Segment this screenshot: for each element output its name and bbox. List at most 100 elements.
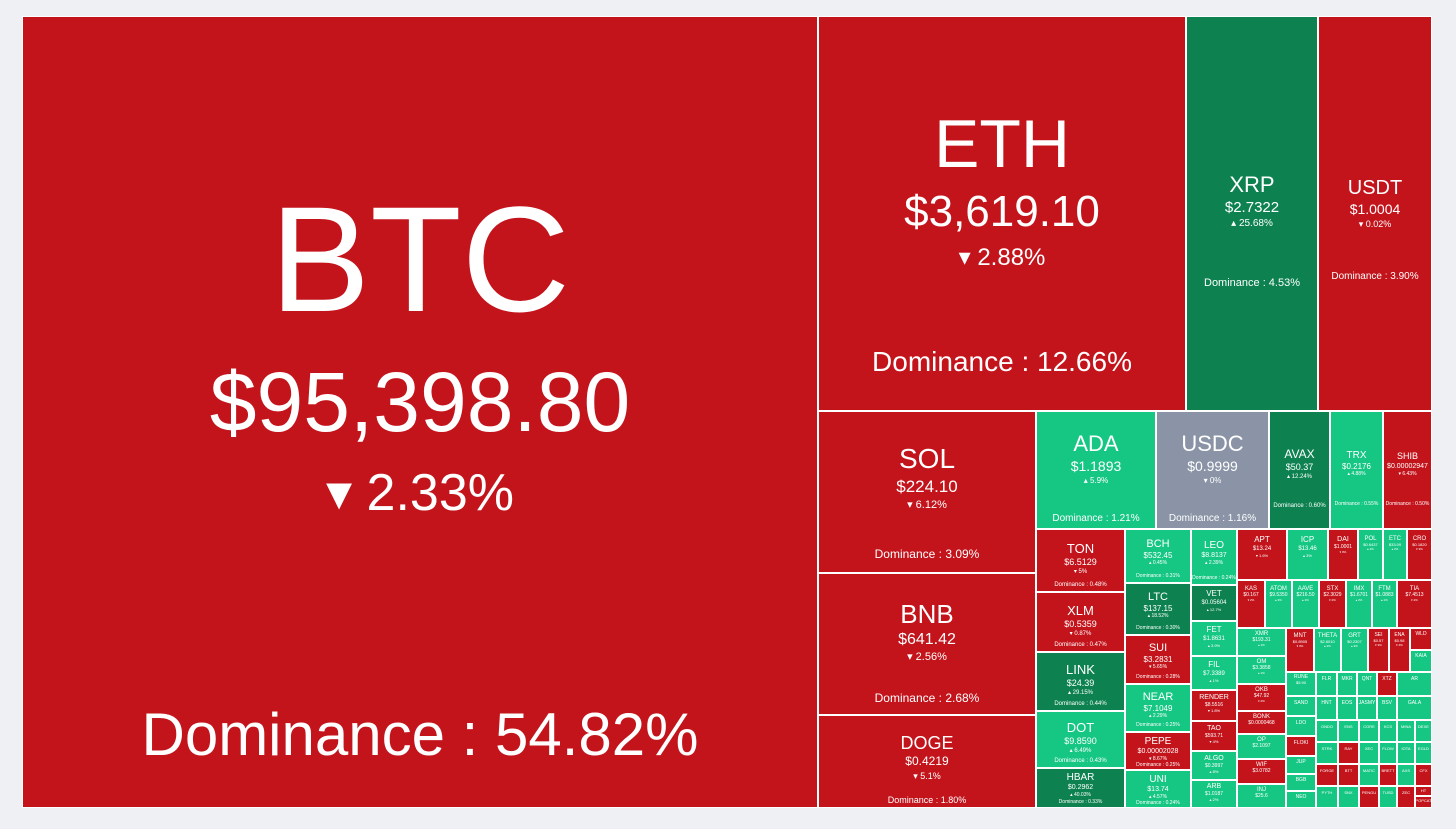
tile-ldo[interactable]: LDO$1.95▴ 1% <box>1286 716 1316 736</box>
tile-hbar[interactable]: HBAR $0.2962 ▴ 40.03% Dominance : 0.33% <box>1036 768 1125 808</box>
tile-matic[interactable]: MATIC$0.62▴ 2% <box>1359 764 1379 786</box>
tile-inj[interactable]: INJ$25.6▴ 2% <box>1237 784 1286 808</box>
tile-axs[interactable]: AXS$7.55▴ 1% <box>1397 764 1415 786</box>
tile-om[interactable]: OM $3.3858 ▴ 1% <box>1237 656 1286 684</box>
tile-bonk[interactable]: BONK$0.0000468▾ 3% <box>1237 711 1286 734</box>
tile-brett[interactable]: BRETT$0.18▾ 2% <box>1379 764 1397 786</box>
tile-grt[interactable]: GRT $0.2307 ▴ 3% <box>1341 628 1368 672</box>
tile-cfx[interactable]: CFX$0.18▾ 2% <box>1415 764 1432 786</box>
tile-okb[interactable]: OKB $47.92 ▾ 2% <box>1237 684 1286 711</box>
tile-jup[interactable]: JUP$1.06▴ 1% <box>1286 756 1316 774</box>
tile-trx[interactable]: TRX $0.2176 ▴ 4.88% Dominance : 0.55% <box>1330 411 1383 529</box>
tile-ftm[interactable]: FTM $1.0883 ▴ 1% <box>1372 580 1397 628</box>
tile-mnt[interactable]: MNT $0.8905 ▾ 3% <box>1286 628 1314 672</box>
tile-tia[interactable]: TIA $7.4513 ▾ 2% <box>1397 580 1432 628</box>
tile-sol[interactable]: SOL $224.10 ▾ 6.12% Dominance : 3.09% <box>818 411 1036 573</box>
tile-cro[interactable]: CRO $0.1820 ▾ 3% <box>1407 529 1432 580</box>
tile-ltc[interactable]: LTC $137.15 ▴ 18.52% Dominance : 0.30% <box>1125 583 1191 635</box>
tile-eth[interactable]: ETH $3,619.10 ▾ 2.88% Dominance : 12.66% <box>818 16 1186 411</box>
tile-core[interactable]: CORE$1.48▴ 1% <box>1359 720 1379 742</box>
tile-etc[interactable]: ETC $33.09 ▴ 2% <box>1383 529 1407 580</box>
tile-usdt[interactable]: USDT $1.0004 ▾ 0.02% Dominance : 3.90% <box>1318 16 1432 411</box>
tile-fet[interactable]: FET $1.8631 ▴ 3.9% <box>1191 621 1237 656</box>
tile-xec[interactable]: XEC$0.00004▴ 1% <box>1359 742 1379 764</box>
tile-bnb[interactable]: BNB $641.42 ▾ 2.56% Dominance : 2.68% <box>818 573 1036 715</box>
tile-pyth[interactable]: PYTH$0.39▴ 1% <box>1316 786 1338 808</box>
tile-theta[interactable]: THETA $2.6010 ▴ 2% <box>1314 628 1341 672</box>
tile-popcat[interactable]: POPCAT$1.35▾ 4% <box>1415 796 1432 808</box>
tile-rune[interactable]: RUNE$5.90▴ 2% <box>1286 672 1316 696</box>
tile-algo[interactable]: ALGO $0.3997 ▴ 8% <box>1191 751 1237 780</box>
tile-link[interactable]: LINK $24.39 ▴ 29.15% Dominance : 0.44% <box>1036 652 1125 711</box>
tile-mina[interactable]: MINA$0.74▴ 1% <box>1397 720 1415 742</box>
tile-wif[interactable]: WIF$3.0782▾ 4% <box>1237 759 1286 784</box>
tile-sand[interactable]: SAND$0.73▴ 2% <box>1286 696 1316 716</box>
tile-kas[interactable]: KAS $0.167 ▾ 2% <box>1237 580 1265 628</box>
tile-aave[interactable]: AAVE $216.50 ▴ 1% <box>1292 580 1319 628</box>
tile-arb[interactable]: ARB $1.0187 ▴ 2% <box>1191 780 1237 808</box>
tile-leo[interactable]: LEO $8.8137 ▴ 2.39% Dominance : 0.24% <box>1191 529 1237 585</box>
tile-ar[interactable]: AR$22.1▴ 1% <box>1397 672 1432 696</box>
tile-sui[interactable]: SUI $3.2831 ▾ 5.65% Dominance : 0.28% <box>1125 635 1191 684</box>
tile-eos[interactable]: EOS$1.01▴ 2% <box>1337 696 1357 720</box>
tile-neo[interactable]: NEO$17.4▴ 1% <box>1286 791 1316 808</box>
tile-ondo[interactable]: ONDO$1.07▴ 2% <box>1316 720 1338 742</box>
tile-vet[interactable]: VET $0.05604 ▴ 12.7% <box>1191 585 1237 621</box>
tile-qnt[interactable]: QNT$120▴ 1% <box>1357 672 1377 696</box>
tile-apt[interactable]: APT $13.24 ▾ 1.6% <box>1237 529 1287 580</box>
tile-ens[interactable]: ENS$33.8▴ 2% <box>1338 720 1359 742</box>
tile-iota[interactable]: IOTA$0.32▴ 1% <box>1397 742 1415 764</box>
tile-sei[interactable]: SEI $0.57 ▾ 3% <box>1368 628 1389 672</box>
tile-render[interactable]: RENDER $8.5516 ▾ 1.8% <box>1191 690 1237 721</box>
tile-dexe[interactable]: DEXE$13.1▴ 1% <box>1415 720 1432 742</box>
tile-btc[interactable]: BTC $95,398.80 ▾ 2.33% Dominance : 54.82% <box>22 16 818 808</box>
tile-stx[interactable]: STX $2.3029 ▾ 2% <box>1319 580 1346 628</box>
tile-snx[interactable]: SNX$2.45▴ 1% <box>1338 786 1359 808</box>
tile-op[interactable]: OP$2.1097▴ 2% <box>1237 734 1286 759</box>
tile-shib[interactable]: SHIB $0.00002947 ▾ 6.43% Dominance : 0.50% <box>1383 411 1432 529</box>
tile-tusd[interactable]: TUSD$1.00▴ 0% <box>1379 786 1397 808</box>
tile-kcs[interactable]: KCS$11.2▴ 1% <box>1379 720 1397 742</box>
tile-bgb[interactable]: BGB$1.84▴ 2% <box>1286 774 1316 791</box>
tile-kaia[interactable]: KAIA$0.27▴ 1% <box>1410 650 1432 672</box>
tile-pol[interactable]: POL $0.6437 ▴ 4% <box>1358 529 1383 580</box>
tile-jasmy[interactable]: JASMY$0.041▴ 1% <box>1357 696 1377 720</box>
tile-dai[interactable]: DAI $1.0001 ▾ 0% <box>1328 529 1358 580</box>
tile-xtz[interactable]: XTZ$1.40▾ 2% <box>1377 672 1397 696</box>
tile-near[interactable]: NEAR $7.1049 ▴ 2.29% Dominance : 0.25% <box>1125 684 1191 732</box>
tile-bsv[interactable]: BSV$68▴ 1% <box>1377 696 1397 720</box>
tile-ena[interactable]: ENA $0.98 ▾ 4% <box>1389 628 1410 672</box>
tile-floki[interactable]: FLOKI$0.0002▾ 4% <box>1286 736 1316 756</box>
tile-xrp[interactable]: XRP $2.7322 ▴ 25.68% Dominance : 4.53% <box>1186 16 1318 411</box>
tile-ray[interactable]: RAY$5.24▾ 3% <box>1338 742 1359 764</box>
tile-hnt[interactable]: HNT$6.78▴ 1% <box>1316 696 1337 720</box>
tile-zec[interactable]: ZEC$52▾ 2% <box>1397 786 1415 808</box>
tile-uni[interactable]: UNI $13.74 ▴ 4.57% Dominance : 0.24% <box>1125 770 1191 808</box>
tile-ton[interactable]: TON $6.5129 ▾ 5% Dominance : 0.48% <box>1036 529 1125 592</box>
tile-mkr[interactable]: MKR$1,950▴ 2% <box>1337 672 1357 696</box>
tile-imx[interactable]: IMX $1.6701 ▴ 2% <box>1346 580 1372 628</box>
tile-tao[interactable]: TAO $593.71 ▾ 4% <box>1191 721 1237 751</box>
tile-bch[interactable]: BCH $532.45 ▴ 0.45% Dominance : 0.31% <box>1125 529 1191 583</box>
tile-avax[interactable]: AVAX $50.37 ▴ 12.24% Dominance : 0.60% <box>1269 411 1330 529</box>
tile-fil[interactable]: FIL $7.3389 ▴ 1% <box>1191 656 1237 690</box>
tile-flow[interactable]: FLOW$0.84▴ 1% <box>1379 742 1397 764</box>
tile-xmr[interactable]: XMR $193.31 ▴ 1% <box>1237 628 1286 656</box>
tile-wld[interactable]: WLD$2.70▾ 2% <box>1410 628 1432 650</box>
tile-strk[interactable]: STRK$0.55▴ 2% <box>1316 742 1338 764</box>
tile-ht[interactable]: HT$0.60▾ 1% <box>1415 786 1432 796</box>
tile-ada[interactable]: ADA $1.1893 ▴ 5.9% Dominance : 1.21% <box>1036 411 1156 529</box>
tile-egld[interactable]: EGLD$35.5▴ 2% <box>1415 742 1432 764</box>
tile-flr[interactable]: FLR$0.028▴ 1% <box>1316 672 1337 696</box>
tile-icp[interactable]: ICP $13.46 ▴ 3% <box>1287 529 1328 580</box>
tile-atom[interactable]: ATOM $9.5350 ▴ 3% <box>1265 580 1292 628</box>
tile-pengu[interactable]: PENGU$0.03▾ 3% <box>1359 786 1379 808</box>
tile-xlm[interactable]: XLM $0.5359 ▾ 0.87% Dominance : 0.47% <box>1036 592 1125 652</box>
tile-btt[interactable]: BTT$0.0000012▾ 2% <box>1338 764 1359 786</box>
tile-forge[interactable]: FORGE$0.10▾ 2% <box>1316 764 1338 786</box>
tile-doge[interactable]: DOGE $0.4219 ▾ 5.1% Dominance : 1.80% <box>818 715 1036 808</box>
tile-gala[interactable]: GALA$0.044▴ 1% <box>1397 696 1432 720</box>
tile-usdc[interactable]: USDC $0.9999 ▾ 0% Dominance : 1.16% <box>1156 411 1269 529</box>
tile-pepe[interactable]: PEPE $0.00002028 ▾ 8.67% Dominance : 0.25% <box>1125 732 1191 770</box>
tile-dot[interactable]: DOT $9.8590 ▴ 6.49% Dominance : 0.43% <box>1036 711 1125 768</box>
